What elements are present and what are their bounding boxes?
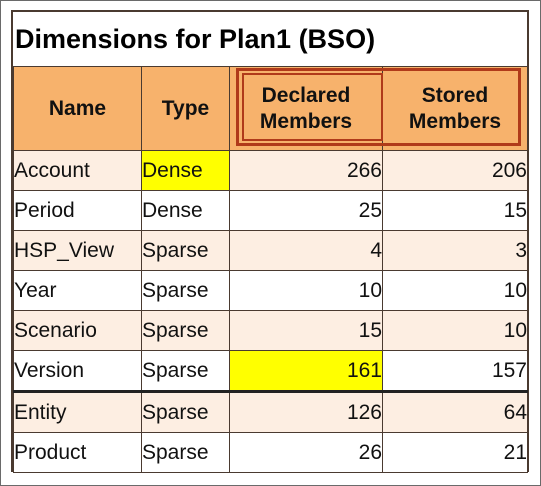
cell-declared: 26 [229,432,383,473]
cell-declared: 4 [229,230,383,271]
header-stored-members: Stored Members [382,66,528,151]
cell-stored: 10 [382,310,528,351]
cell-type: Sparse [141,350,230,392]
table-row: Scenario Sparse 15 10 [13,310,528,351]
cell-stored: 157 [382,350,528,392]
header-declared-members: Declared Members [229,66,383,151]
cell-stored: 206 [382,150,528,191]
cell-type: Sparse [141,230,230,271]
cell-name: Product [13,432,142,473]
cell-type: Sparse [141,390,230,433]
cell-declared: 10 [229,270,383,311]
cell-name: Year [13,270,142,311]
cell-type: Sparse [141,310,230,351]
cell-stored: 10 [382,270,528,311]
cell-type: Sparse [141,270,230,311]
cell-type: Sparse [141,432,230,473]
table-row: Entity Sparse 126 64 [13,390,528,433]
cell-declared: 15 [229,310,383,351]
cell-name: Entity [13,390,142,433]
cell-name: Period [13,190,142,231]
cell-stored: 3 [382,230,528,271]
table-row: Version Sparse 161 157 [13,350,528,392]
header-stored-line2: Members [408,109,502,133]
cell-type: Dense [141,190,230,231]
cell-stored: 21 [382,432,528,473]
table-title: Dimensions for Plan1 (BSO) [15,24,376,54]
table-row: Year Sparse 10 10 [13,270,528,311]
cell-name: HSP_View [13,230,142,271]
header-row: Name Type Declared Members Stored Member… [13,66,528,151]
table-row: HSP_View Sparse 4 3 [13,230,528,271]
cell-stored: 64 [382,390,528,433]
header-stored-line1: Stored [421,83,489,107]
cell-name: Account [13,150,142,191]
dimensions-table: Name Type Declared Members Stored Member… [13,66,528,473]
cell-name: Scenario [13,310,142,351]
table-row: Product Sparse 26 21 [13,432,528,473]
table-row: Period Dense 25 15 [13,190,528,231]
header-declared-line1: Declared [261,83,351,107]
header-type: Type [141,66,230,151]
table-row: Account Dense 266 206 [13,150,528,191]
cell-declared-highlighted: 161 [229,350,383,392]
cell-declared: 126 [229,390,383,433]
header-declared-line2: Members [259,109,353,133]
cell-stored: 15 [382,190,528,231]
cell-name: Version [13,350,142,392]
cell-declared: 266 [229,150,383,191]
table-panel: Dimensions for Plan1 (BSO) Name Type Dec… [11,10,529,473]
header-name: Name [13,66,142,151]
cell-declared: 25 [229,190,383,231]
cell-type-highlighted: Dense [141,150,230,191]
